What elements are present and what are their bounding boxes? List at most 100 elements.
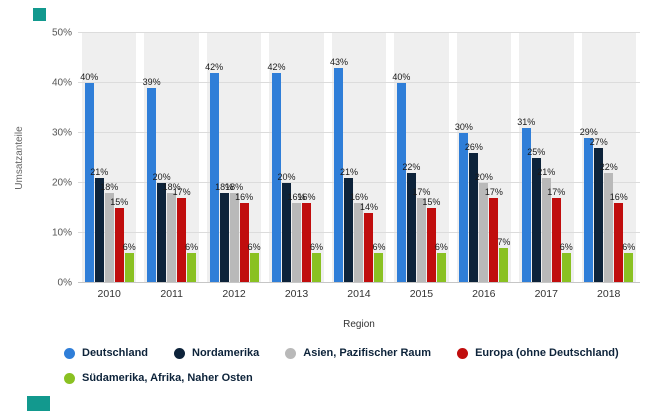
bar[interactable]: 43%	[330, 57, 348, 283]
bar[interactable]: 17%	[485, 187, 503, 283]
bar[interactable]: 16%	[350, 192, 368, 283]
bar[interactable]: 17%	[173, 187, 191, 283]
y-tick-label: 40%	[51, 77, 72, 89]
bar[interactable]: 20%	[278, 172, 296, 283]
bar[interactable]: 20%	[475, 172, 493, 283]
x-tick-label: 2018	[597, 288, 621, 300]
data-label: 7%	[497, 237, 511, 247]
x-tick-label: 2013	[284, 288, 309, 300]
bar[interactable]: 7%	[497, 237, 510, 283]
bar[interactable]: 16%	[610, 192, 628, 283]
bar[interactable]: 39%	[143, 77, 161, 283]
bar-group-2012: 42% 18% 18% 16% 6%	[203, 33, 265, 283]
gridline	[78, 82, 640, 83]
bar[interactable]: 22%	[402, 162, 420, 283]
data-label: 43%	[329, 57, 348, 67]
data-label: 22%	[402, 162, 421, 172]
plot-area: 40% 21% 18% 15% 6% 39% 20% 18% 17% 6% 42% 18% 18% 16%…	[78, 32, 640, 283]
legend-item[interactable]: Nordamerika	[174, 347, 259, 359]
x-tick-label: 2011	[160, 288, 183, 300]
bar[interactable]: 29%	[580, 127, 598, 283]
data-label: 17%	[412, 187, 431, 197]
data-label: 6%	[434, 242, 448, 252]
bar-group-2010: 40% 21% 18% 15% 6%	[78, 33, 140, 283]
bar[interactable]: 16%	[288, 192, 306, 283]
bar-group-2011: 39% 20% 18% 17% 6%	[140, 33, 202, 283]
data-label: 21%	[537, 167, 556, 177]
data-label: 17%	[484, 187, 503, 197]
bar[interactable]: 6%	[435, 242, 448, 283]
bar-group-2013: 42% 20% 16% 16% 6%	[265, 33, 327, 283]
bar[interactable]: 15%	[422, 197, 440, 283]
legend-item[interactable]: Asien, Pazifischer Raum	[285, 347, 431, 359]
bar[interactable]: 18%	[163, 182, 181, 283]
bar[interactable]: 42%	[205, 62, 223, 283]
gridline	[78, 32, 640, 33]
data-label: 21%	[339, 167, 358, 177]
bar[interactable]: 31%	[517, 117, 535, 283]
data-label: 17%	[547, 187, 566, 197]
bar[interactable]: 6%	[123, 242, 136, 283]
bar[interactable]: 20%	[153, 172, 171, 283]
data-label: 29%	[579, 127, 598, 137]
legend-marker	[285, 347, 297, 359]
y-axis-title: Umsatzanteile	[14, 126, 25, 190]
x-tick-label: 2010	[97, 288, 121, 300]
bar[interactable]: 18%	[225, 182, 243, 283]
legend-item[interactable]: Europa (ohne Deutschland)	[457, 347, 619, 359]
bar[interactable]: 21%	[340, 167, 358, 283]
bar[interactable]: 16%	[298, 192, 316, 283]
bar[interactable]: 30%	[455, 122, 473, 283]
bar[interactable]: 25%	[527, 147, 545, 283]
bar[interactable]: 14%	[360, 202, 378, 283]
bar[interactable]: 6%	[310, 242, 323, 283]
data-label: 6%	[122, 242, 136, 252]
bar[interactable]: 18%	[100, 182, 118, 283]
bar[interactable]: 26%	[465, 142, 483, 283]
data-label: 16%	[297, 192, 316, 202]
data-label: 40%	[392, 72, 411, 82]
bar-group-2017: 31% 25% 21% 17% 6%	[515, 33, 577, 283]
legend-label: Deutschland	[82, 347, 149, 359]
data-label: 22%	[599, 162, 618, 172]
legend-marker	[457, 347, 469, 359]
y-tick-label: 0%	[57, 277, 72, 289]
bar[interactable]: 6%	[372, 242, 385, 283]
legend-item[interactable]: Südamerika, Afrika, Naher Osten	[64, 372, 253, 384]
data-label: 16%	[349, 192, 368, 202]
legend-label: Asien, Pazifischer Raum	[303, 347, 432, 359]
bar[interactable]: 6%	[248, 242, 261, 283]
bar[interactable]: 16%	[235, 192, 253, 283]
legend: Deutschland Nordamerika Asien, Pazifischer…	[64, 347, 646, 384]
bar[interactable]: 40%	[80, 72, 98, 283]
bar[interactable]: 6%	[560, 242, 573, 283]
bar[interactable]: 6%	[622, 242, 635, 283]
x-axis-labels: 2010 2011 2012 2013 2014 2015 2016 2017 2018	[78, 288, 640, 300]
data-label: 18%	[162, 182, 181, 192]
gridline	[78, 132, 640, 133]
x-tick-label: 2017	[534, 288, 558, 300]
y-axis-ticks: 0% 10% 20% 30% 40% 50%	[38, 28, 72, 289]
bar[interactable]: 40%	[392, 72, 410, 283]
data-label: 16%	[287, 192, 306, 202]
bar[interactable]: 27%	[590, 137, 608, 283]
data-label: 17%	[172, 187, 191, 197]
legend-item[interactable]: Deutschland	[64, 347, 148, 359]
bar[interactable]: 17%	[412, 187, 430, 283]
data-label: 18%	[100, 182, 119, 192]
bar[interactable]: 6%	[185, 242, 198, 283]
bar[interactable]: 18%	[215, 182, 233, 283]
data-label: 15%	[422, 197, 441, 207]
bar[interactable]: 15%	[110, 197, 128, 283]
bar[interactable]: 17%	[547, 187, 565, 283]
bar[interactable]: 42%	[268, 62, 286, 283]
bar[interactable]: 21%	[537, 167, 555, 283]
statista-logo-mark-bottom	[27, 396, 50, 411]
data-label: 6%	[372, 242, 386, 252]
bar[interactable]: 22%	[600, 162, 618, 283]
bar[interactable]: 21%	[90, 167, 108, 283]
gridline	[78, 182, 640, 183]
legend-label: Europa (ohne Deutschland)	[475, 347, 619, 359]
bar-groups: 40% 21% 18% 15% 6% 39% 20% 18% 17% 6% 42% 18% 18% 16%…	[78, 33, 640, 283]
